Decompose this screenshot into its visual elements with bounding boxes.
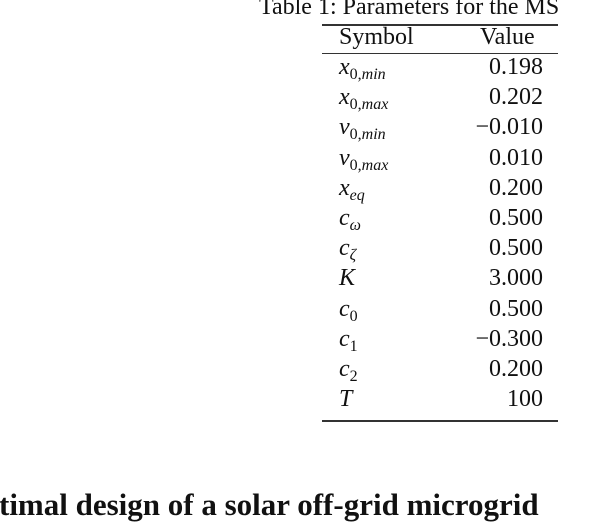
subscript-num: 2 xyxy=(349,368,358,385)
value-cell: 0.010 xyxy=(489,144,543,171)
value-cell: 0.202 xyxy=(489,84,543,111)
symbol-cell: K xyxy=(339,265,355,295)
symbol-subscript: ζ xyxy=(350,247,356,264)
table-row: c0 0.500 xyxy=(322,296,558,326)
section-heading: timal design of a solar off-grid microgr… xyxy=(0,487,539,522)
symbol-base: v xyxy=(339,114,350,141)
symbol-subscript: 0 xyxy=(350,308,358,325)
symbol-subscript: ω xyxy=(350,217,361,234)
header-symbol: Symbol xyxy=(339,24,414,50)
subscript-italic: min xyxy=(361,66,386,83)
table-row: xeq 0.200 xyxy=(322,175,558,205)
symbol-cell: c2 xyxy=(339,356,358,386)
symbol-base: x xyxy=(339,84,350,111)
symbol-cell: v0,min xyxy=(339,114,386,144)
value-cell: −0.300 xyxy=(475,325,543,352)
subscript-num: 0 xyxy=(349,307,358,325)
symbol-base: T xyxy=(339,386,353,413)
symbol-cell: x0,min xyxy=(339,54,386,84)
symbol-subscript: 0,min xyxy=(350,66,386,83)
symbol-subscript: 0,min xyxy=(350,126,386,143)
symbol-subscript: eq xyxy=(350,187,365,204)
symbol-base: c xyxy=(339,205,350,231)
value-cell: 0.500 xyxy=(489,205,543,231)
value-cell: 0.200 xyxy=(489,174,543,201)
value-cell: 3.000 xyxy=(489,265,543,292)
top-rule xyxy=(322,24,558,26)
symbol-subscript: 1 xyxy=(350,338,358,355)
symbol-base: c xyxy=(339,235,350,262)
symbol-cell: cζ xyxy=(339,235,356,265)
table-row: x0,max 0.202 xyxy=(322,84,558,114)
symbol-subscript: 0,max xyxy=(350,96,389,113)
header-rule xyxy=(322,53,558,54)
table-row: K 3.000 xyxy=(322,265,558,295)
value-cell: −0.010 xyxy=(475,114,543,141)
table-row: v0,max 0.010 xyxy=(322,145,558,175)
subscript-italic: eq xyxy=(349,186,365,204)
value-cell: 0.200 xyxy=(489,356,543,382)
table-row: cω 0.500 xyxy=(322,205,558,235)
value-cell: 100 xyxy=(507,386,543,413)
table-row: x0,min 0.198 xyxy=(322,54,558,84)
symbol-cell: c1 xyxy=(339,326,358,356)
symbol-base: c xyxy=(339,356,350,382)
subscript-italic: ω xyxy=(349,217,361,234)
subscript-num: 0, xyxy=(349,156,362,174)
subscript-italic: max xyxy=(361,156,389,174)
symbol-subscript: 2 xyxy=(350,368,358,385)
subscript-num: 1 xyxy=(349,337,358,355)
value-cell: 0.198 xyxy=(489,54,543,80)
value-cell: 0.500 xyxy=(489,295,543,322)
symbol-base: x xyxy=(339,174,350,201)
table-row: c1 −0.300 xyxy=(322,326,558,356)
symbol-subscript: 0,max xyxy=(350,157,389,174)
symbol-base: v xyxy=(339,144,350,171)
symbol-cell: cω xyxy=(339,205,361,235)
header-value: Value xyxy=(480,24,535,50)
symbol-cell: c0 xyxy=(339,296,358,326)
table-row: v0,min −0.010 xyxy=(322,114,558,144)
table-row: cζ 0.500 xyxy=(322,235,558,265)
subscript-num: 0, xyxy=(349,126,362,144)
bottom-rule xyxy=(322,420,558,422)
symbol-cell: v0,max xyxy=(339,145,388,175)
symbol-base: c xyxy=(339,325,350,352)
symbol-cell: xeq xyxy=(339,175,365,205)
subscript-italic: min xyxy=(361,126,386,144)
subscript-italic: ζ xyxy=(349,247,357,265)
value-cell: 0.500 xyxy=(489,235,543,262)
symbol-cell: x0,max xyxy=(339,84,388,114)
table-row: T 100 xyxy=(322,386,558,416)
symbol-cell: T xyxy=(339,386,352,416)
table-caption: Table 1: Parameters for the MS xyxy=(259,0,560,20)
symbol-base: c xyxy=(339,295,350,322)
subscript-num: 0, xyxy=(349,66,362,83)
subscript-italic: max xyxy=(361,96,389,114)
symbol-base: x xyxy=(339,54,350,80)
subscript-num: 0, xyxy=(349,96,362,114)
symbol-base: K xyxy=(339,265,356,292)
table-row: c2 0.200 xyxy=(322,356,558,386)
